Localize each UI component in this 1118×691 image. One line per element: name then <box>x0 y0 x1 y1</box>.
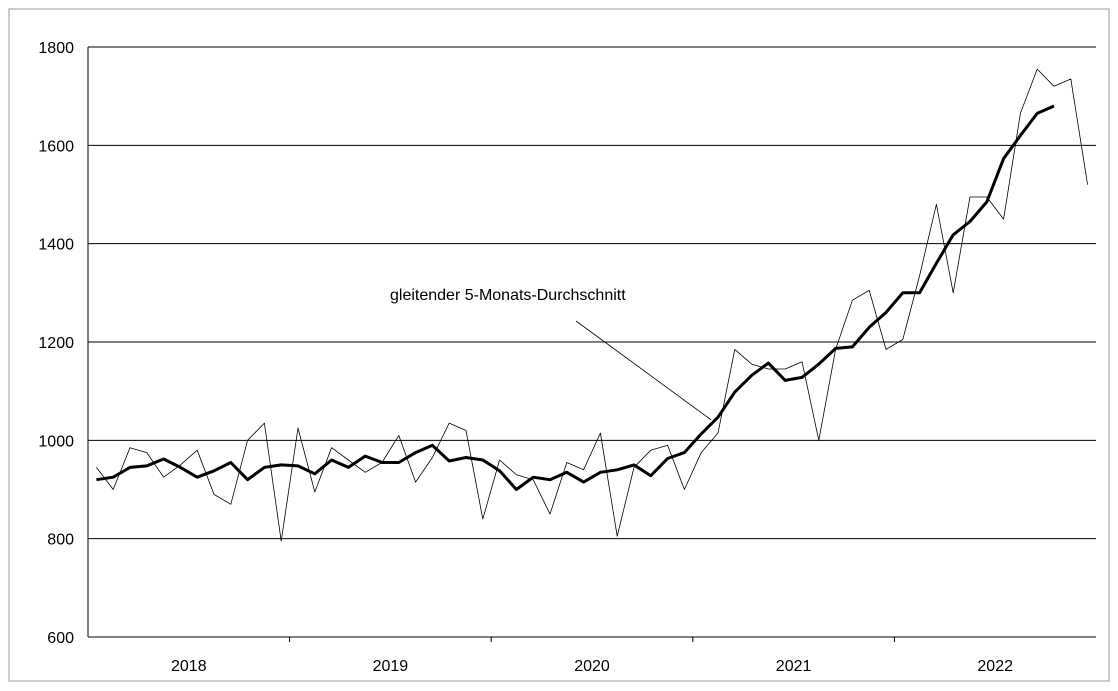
y-tick-label: 600 <box>47 630 74 647</box>
x-tick-label: 2022 <box>977 658 1013 675</box>
series-line-1 <box>96 104 1055 491</box>
y-tick-label: 1000 <box>38 433 74 450</box>
annotation-label: gleitender 5-Monats-Durchschnitt <box>390 287 626 304</box>
x-tick-label: 2020 <box>574 658 610 675</box>
x-tick-label: 2019 <box>373 658 409 675</box>
grid <box>88 46 1096 638</box>
x-tick-label: 2018 <box>171 658 207 675</box>
y-tick-label: 1400 <box>38 237 74 254</box>
y-tick-label: 1600 <box>38 138 74 155</box>
y-tick-label: 800 <box>47 532 74 549</box>
y-axis: 600 800 1000 1200 1400 1600 1800 <box>38 40 89 647</box>
series-line-0 <box>96 68 1088 542</box>
y-tick-label: 1800 <box>38 40 74 57</box>
annotation-leader-line <box>575 320 712 421</box>
series-group <box>96 68 1088 542</box>
chart-border <box>8 8 1110 682</box>
x-tick-label: 2021 <box>776 658 812 675</box>
annotation-group: gleitender 5-Monats-Durchschnitt <box>390 287 712 421</box>
y-tick-label: 1200 <box>38 335 74 352</box>
x-axis: 2018 2019 2020 2021 2022 <box>171 637 1013 675</box>
